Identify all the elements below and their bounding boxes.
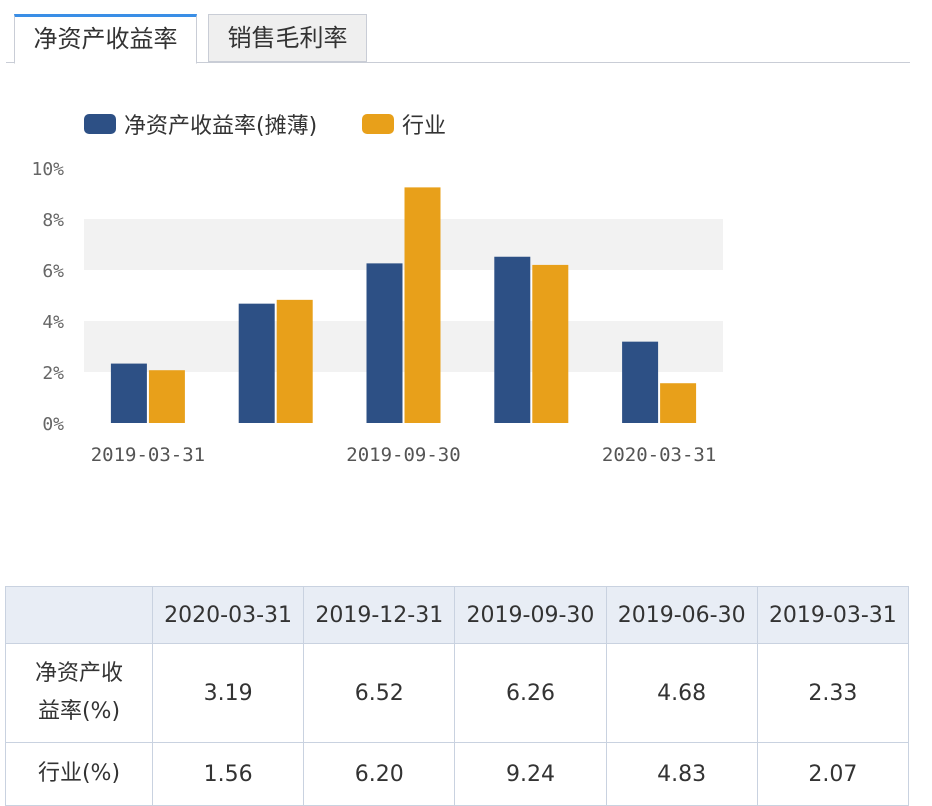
y-tick-label: 6% <box>42 261 64 282</box>
table-cell: 2.33 <box>756 643 910 743</box>
tab-bar-divider <box>6 62 910 63</box>
tab-bar: 净资产收益率 销售毛利率 <box>0 0 910 64</box>
row-label-roe: 净资产收 益率(%) <box>5 643 153 743</box>
legend-label-industry: 行业 <box>402 114 447 139</box>
table-cell: 4.68 <box>605 643 758 743</box>
table-cell: 1.56 <box>151 742 305 806</box>
table-header-date: 2019-09-30 <box>454 586 607 644</box>
legend-item-industry[interactable]: 行业 <box>362 108 446 140</box>
row-label-industry: 行业(%) <box>5 742 153 806</box>
table-cell: 9.24 <box>454 742 607 806</box>
data-table: 2020-03-31 2019-12-31 2019-09-30 2019-06… <box>5 586 910 806</box>
table-header-date: 2019-03-31 <box>756 586 910 644</box>
table-header-row: 2020-03-31 2019-12-31 2019-09-30 2019-06… <box>5 586 910 644</box>
table-cell: 4.83 <box>605 742 758 806</box>
grid-band <box>84 219 723 270</box>
row-label-line: 益率(%) <box>37 699 121 724</box>
bar-roe <box>622 341 659 423</box>
bar-roe <box>494 256 531 423</box>
table-row-roe: 净资产收 益率(%) 3.19 6.52 6.26 4.68 2.33 <box>5 643 910 743</box>
row-label-line: 净资产收 <box>34 661 123 686</box>
table-header-date: 2019-06-30 <box>605 586 758 644</box>
table-cell: 6.20 <box>303 742 456 806</box>
bar-industry <box>404 187 441 423</box>
bar-chart: 0% 2% 4% 6% 8% 10% 2019-03-31 2019-09-30 2020-03… <box>31 159 723 466</box>
x-tick-label: 2020-03-31 <box>602 444 716 466</box>
y-tick-label: 0% <box>42 414 64 435</box>
bar-roe <box>366 263 403 423</box>
legend-label-roe: 净资产收益率(摊薄) <box>124 114 318 139</box>
legend-swatch-roe <box>84 114 116 134</box>
table-cell: 2.07 <box>756 742 910 806</box>
legend-item-roe[interactable]: 净资产收益率(摊薄) <box>84 108 317 140</box>
y-tick-label: 2% <box>42 363 64 384</box>
table-cell: 3.19 <box>151 643 305 743</box>
table-header-date: 2020-03-31 <box>151 586 305 644</box>
x-tick-label: 2019-09-30 <box>346 444 460 466</box>
tab-gross-margin[interactable]: 销售毛利率 <box>208 14 367 62</box>
y-tick-label: 10% <box>31 159 64 180</box>
y-tick-label: 8% <box>42 210 64 231</box>
tab-roe[interactable]: 净资产收益率 <box>14 14 197 64</box>
bar-roe <box>110 363 147 423</box>
bar-industry <box>532 264 569 423</box>
table-row-industry: 行业(%) 1.56 6.20 9.24 4.83 2.07 <box>5 742 910 806</box>
legend-swatch-industry <box>362 114 394 134</box>
bar-industry <box>148 370 185 423</box>
x-tick-label: 2019-03-31 <box>91 444 205 466</box>
grid-band <box>84 321 723 372</box>
bar-roe <box>238 303 275 423</box>
bar-industry <box>660 383 697 423</box>
bar-industry <box>276 299 313 423</box>
table-cell: 6.52 <box>303 643 456 743</box>
table-header-date: 2019-12-31 <box>303 586 456 644</box>
y-tick-label: 4% <box>42 312 64 333</box>
table-cell: 6.26 <box>454 643 607 743</box>
table-header-empty <box>5 586 153 644</box>
